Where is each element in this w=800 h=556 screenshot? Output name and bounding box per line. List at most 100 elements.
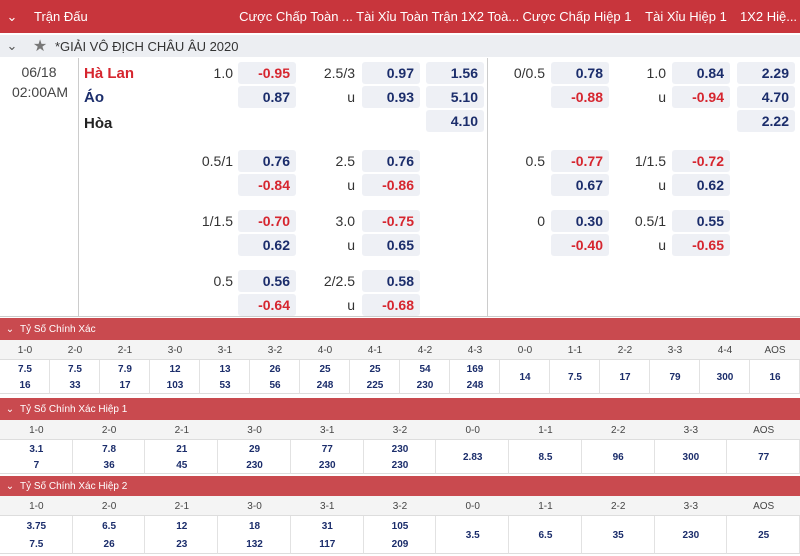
score-odds[interactable]: 21 <box>176 443 188 455</box>
score-odds[interactable]: 7.8 <box>102 443 117 455</box>
collapse-icon[interactable]: ⌄ <box>5 480 15 492</box>
score-odds[interactable]: 56 <box>269 379 281 391</box>
odds-value[interactable]: 0.62 <box>672 174 730 196</box>
score-odds[interactable]: 26 <box>269 363 281 375</box>
score-odds[interactable]: 300 <box>716 371 734 383</box>
score-odds[interactable]: 3.1 <box>29 443 44 455</box>
score-odds[interactable]: 53 <box>219 379 231 391</box>
score-odds[interactable]: 25 <box>319 363 331 375</box>
odds-value[interactable]: -0.95 <box>238 62 296 84</box>
score-odds[interactable]: 6.5 <box>538 529 553 541</box>
odds-value[interactable]: 0.93 <box>362 86 420 108</box>
score-odds[interactable]: 54 <box>419 363 431 375</box>
score-odds[interactable]: 103 <box>166 379 184 391</box>
odds-value[interactable]: 0.62 <box>238 234 296 256</box>
score-odds[interactable]: 16 <box>769 371 781 383</box>
odds-value[interactable]: -0.68 <box>362 294 420 316</box>
odds-value[interactable]: 0.87 <box>238 86 296 108</box>
score-odds[interactable]: 12 <box>176 520 188 532</box>
column-header[interactable]: 1X2 Toà... <box>460 9 520 24</box>
score-odds[interactable]: 230 <box>391 459 409 471</box>
score-odds[interactable]: 3.75 <box>26 520 47 532</box>
collapse-icon[interactable]: ⌄ <box>5 323 15 335</box>
odds-value[interactable]: 2.22 <box>737 110 795 132</box>
score-odds[interactable]: 230 <box>246 459 263 471</box>
odds-value[interactable]: 0.78 <box>551 62 609 84</box>
score-odds[interactable]: 248 <box>316 379 334 391</box>
collapse-icon[interactable]: ⌄ <box>5 403 15 415</box>
score-odds[interactable]: 117 <box>319 538 336 550</box>
score-odds[interactable]: 7.5 <box>18 363 32 375</box>
score-odds[interactable]: 12 <box>169 363 181 375</box>
score-odds[interactable]: 77 <box>321 443 333 455</box>
favorite-star[interactable]: ★ <box>32 38 48 55</box>
score-odds[interactable]: 230 <box>682 529 700 541</box>
odds-value[interactable]: 0.58 <box>362 270 420 292</box>
score-odds[interactable]: 23 <box>176 538 188 550</box>
odds-value[interactable]: 0.97 <box>362 62 420 84</box>
odds-value[interactable]: -0.88 <box>551 86 609 108</box>
score-odds[interactable]: 209 <box>391 538 409 550</box>
score-odds[interactable]: 31 <box>321 520 333 532</box>
score-odds[interactable]: 77 <box>758 451 770 463</box>
collapse-icon[interactable]: ⌄ <box>6 38 18 53</box>
score-odds[interactable]: 2.83 <box>462 451 483 463</box>
score-odds[interactable]: 96 <box>612 451 624 463</box>
score-odds[interactable]: 17 <box>119 379 131 391</box>
column-header[interactable]: Tài Xỉu Hiệp 1 <box>645 9 727 24</box>
score-odds[interactable]: 45 <box>176 459 188 471</box>
odds-value[interactable]: -0.84 <box>238 174 296 196</box>
score-odds[interactable]: 230 <box>391 443 409 455</box>
odds-value[interactable]: -0.77 <box>551 150 609 172</box>
odds-value[interactable]: 0.65 <box>362 234 420 256</box>
odds-value[interactable]: -0.64 <box>238 294 296 316</box>
odds-value[interactable]: -0.75 <box>362 210 420 232</box>
odds-value[interactable]: -0.94 <box>672 86 730 108</box>
odds-value[interactable]: 1.56 <box>426 62 484 84</box>
score-odds[interactable]: 17 <box>619 371 631 383</box>
odds-value[interactable]: 0.56 <box>238 270 296 292</box>
odds-value[interactable]: 0.76 <box>362 150 420 172</box>
collapse-icon[interactable]: ⌄ <box>6 8 18 24</box>
odds-value[interactable]: 2.29 <box>737 62 795 84</box>
score-odds[interactable]: 230 <box>416 379 434 391</box>
score-odds[interactable]: 6.5 <box>102 520 117 532</box>
column-header[interactable]: Cược Chấp Toàn ... <box>239 9 353 24</box>
score-odds[interactable]: 248 <box>466 379 484 391</box>
odds-value[interactable]: 4.10 <box>426 110 484 132</box>
score-odds[interactable]: 29 <box>248 443 261 455</box>
odds-value[interactable]: -0.70 <box>238 210 296 232</box>
odds-value[interactable]: -0.40 <box>551 234 609 256</box>
column-header[interactable]: Trận Đấu <box>34 9 88 24</box>
odds-value[interactable]: 0.30 <box>551 210 609 232</box>
odds-value[interactable]: 0.55 <box>672 210 730 232</box>
score-odds[interactable]: 25 <box>758 529 770 541</box>
score-odds[interactable]: 36 <box>103 459 115 471</box>
score-odds[interactable]: 169 <box>466 363 484 375</box>
score-odds[interactable]: 7.5 <box>68 363 82 375</box>
section-title[interactable]: Tỷ Số Chính Xác Hiệp 1 <box>20 403 128 415</box>
score-odds[interactable]: 3.5 <box>465 529 480 541</box>
odds-value[interactable]: 0.67 <box>551 174 609 196</box>
odds-value[interactable]: 0.76 <box>238 150 296 172</box>
odds-value[interactable]: -0.86 <box>362 174 420 196</box>
score-odds[interactable]: 79 <box>669 371 681 383</box>
score-odds[interactable]: 35 <box>612 529 624 541</box>
odds-value[interactable]: 5.10 <box>426 86 484 108</box>
odds-value[interactable]: -0.65 <box>672 234 730 256</box>
score-odds[interactable]: 225 <box>366 379 384 391</box>
score-odds[interactable]: 26 <box>103 538 115 550</box>
score-odds[interactable]: 7.5 <box>568 371 582 383</box>
column-header[interactable]: Tài Xỉu Toàn Trận <box>356 9 458 24</box>
odds-value[interactable]: -0.72 <box>672 150 730 172</box>
score-odds[interactable]: 132 <box>246 538 263 550</box>
score-odds[interactable]: 8.5 <box>538 451 553 463</box>
column-header[interactable]: Cược Chấp Hiệp 1 <box>522 9 632 24</box>
score-odds[interactable]: 230 <box>318 459 336 471</box>
score-odds[interactable]: 13 <box>219 363 231 375</box>
score-odds[interactable]: 300 <box>682 451 700 463</box>
section-title[interactable]: Tỷ Số Chính Xác Hiệp 2 <box>20 480 128 492</box>
section-title[interactable]: Tỷ Số Chính Xác <box>20 323 96 335</box>
score-odds[interactable]: 7.9 <box>118 363 132 375</box>
score-odds[interactable]: 25 <box>369 363 381 375</box>
